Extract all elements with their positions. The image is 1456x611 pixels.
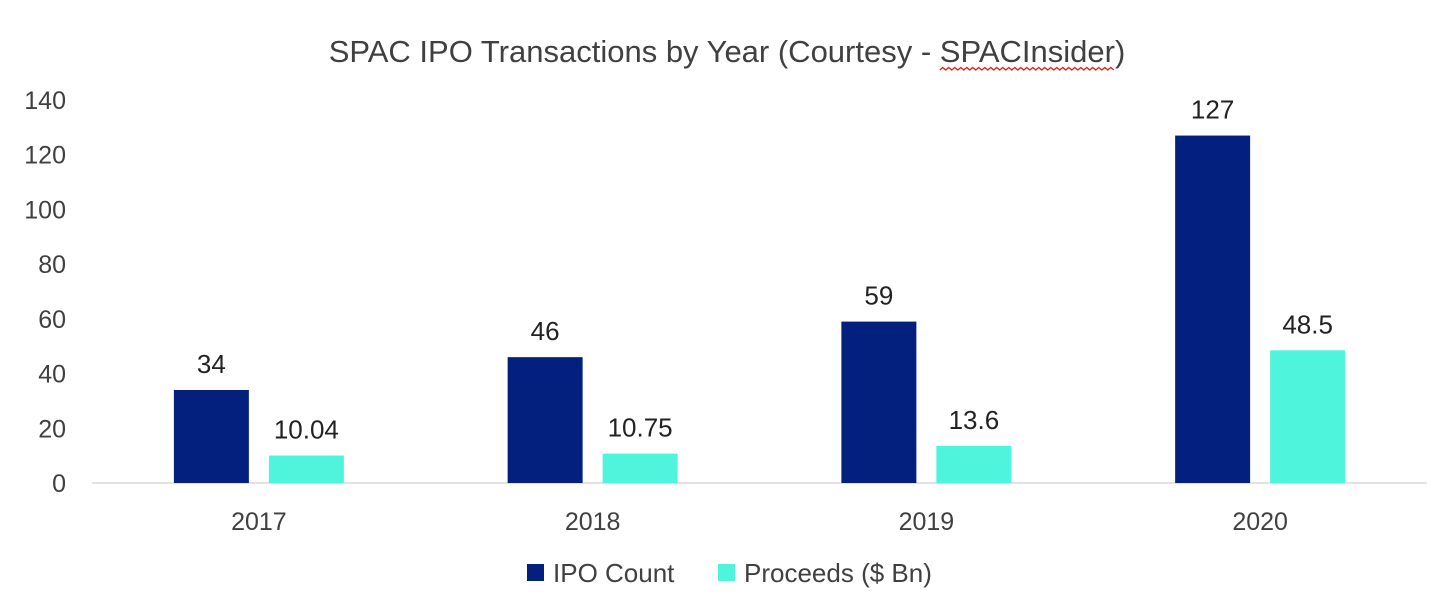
chart-title-main: SPAC IPO Transactions by Year (Courtesy … [329, 34, 940, 69]
y-axis-ticks: 0 20 40 60 80 100 120 140 [24, 87, 66, 498]
legend: IPO Count Proceeds ($ Bn) [527, 558, 932, 588]
data-label: 13.6 [949, 405, 1000, 435]
y-tick-label: 140 [24, 87, 66, 115]
x-axis-ticks: 2017 2018 2019 2020 [231, 508, 1288, 536]
chart-title-source: SPACInsider [940, 34, 1115, 69]
bar-ipo-count-2020 [1175, 135, 1251, 484]
data-label: 34 [197, 349, 226, 379]
bar-ipo-count-2019 [841, 321, 917, 483]
y-tick-label: 60 [38, 306, 66, 334]
legend-label: Proceeds ($ Bn) [744, 558, 932, 588]
chart-title-end: ) [1115, 34, 1125, 69]
data-labels-group: 34 10.04 46 10.75 59 13.6 127 48.5 [197, 95, 1333, 445]
y-tick-label: 0 [52, 470, 66, 498]
bars-group [173, 135, 1346, 484]
x-tick-label: 2020 [1232, 508, 1288, 536]
legend-label: IPO Count [553, 558, 675, 588]
bar-proceeds-bn--2018 [602, 453, 678, 483]
data-label: 59 [864, 281, 893, 311]
y-tick-label: 20 [38, 415, 66, 443]
data-label: 46 [531, 316, 560, 346]
y-tick-label: 100 [24, 196, 66, 224]
x-tick-label: 2019 [899, 508, 955, 536]
data-label: 10.75 [608, 413, 673, 443]
bar-ipo-count-2018 [507, 357, 583, 483]
legend-swatch [527, 564, 544, 581]
x-tick-label: 2017 [231, 508, 287, 536]
bar-proceeds-bn--2020 [1270, 350, 1346, 483]
data-label: 127 [1191, 95, 1234, 125]
bar-proceeds-bn--2019 [936, 445, 1012, 483]
legend-swatch [718, 564, 735, 581]
y-tick-label: 40 [38, 361, 66, 389]
y-tick-label: 80 [38, 251, 66, 279]
spellcheck-squiggle [939, 66, 1115, 71]
data-label: 10.04 [274, 415, 339, 445]
y-tick-label: 120 [24, 142, 66, 170]
data-label: 48.5 [1282, 309, 1333, 339]
chart-title: SPAC IPO Transactions by Year (Courtesy … [329, 34, 1126, 69]
x-tick-label: 2018 [565, 508, 621, 536]
bar-ipo-count-2017 [173, 389, 249, 483]
bar-proceeds-bn--2017 [268, 455, 344, 483]
